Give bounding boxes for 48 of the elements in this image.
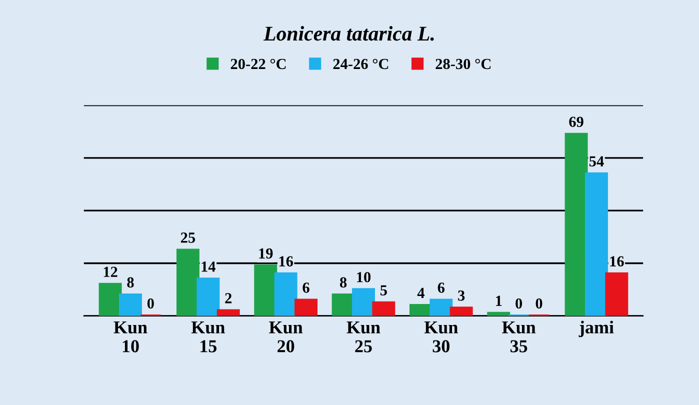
bar (372, 301, 396, 316)
bar (118, 293, 142, 316)
bar (274, 272, 298, 316)
data-label: 5 (380, 285, 387, 296)
data-label: 19 (259, 248, 273, 259)
legend-label: 28-30 °C (436, 58, 491, 70)
data-label: 0 (516, 298, 522, 309)
legend-label: 20-22 °C (230, 58, 286, 70)
legend-label: 24-26 °C (333, 58, 388, 70)
x-tick-label: Kun 15 (191, 321, 225, 352)
data-label: 16 (279, 256, 294, 267)
data-label: 14 (202, 262, 216, 272)
data-label: 16 (610, 256, 624, 267)
data-label: 8 (127, 277, 134, 288)
data-label: 6 (438, 282, 445, 293)
bar (98, 282, 122, 316)
bar (430, 298, 453, 316)
data-label: 12 (104, 266, 118, 277)
data-label: 10 (357, 272, 371, 282)
data-label: 54 (589, 156, 604, 166)
data-label: 4 (417, 288, 424, 298)
data-label: 3 (458, 290, 465, 301)
x-tick-label: Kun 35 (502, 321, 536, 352)
bar (450, 306, 473, 316)
bar (487, 312, 510, 316)
data-label: 69 (569, 116, 584, 127)
bar (564, 132, 588, 316)
chart-title: Lonicera tatarica L. (263, 26, 434, 41)
x-tick-label: Kun 10 (114, 321, 148, 352)
data-label: 25 (180, 232, 196, 243)
data-label: 0 (147, 298, 154, 309)
x-tick-label: Kun 25 (346, 321, 380, 352)
bar (352, 288, 375, 316)
data-label: 6 (302, 282, 310, 293)
bar (605, 272, 628, 316)
data-label: 0 (536, 298, 542, 309)
x-tick-label: Kun 30 (424, 321, 458, 352)
bar (176, 248, 200, 316)
x-tick-label: jami (578, 320, 614, 338)
bar (294, 298, 318, 316)
bar (216, 309, 240, 316)
bar (584, 172, 608, 316)
data-label: 1 (496, 296, 502, 306)
data-label: 8 (340, 277, 347, 288)
bar (196, 278, 220, 316)
data-label: 2 (225, 293, 232, 304)
bar (254, 264, 278, 316)
x-tick-label: Kun 20 (269, 321, 303, 352)
